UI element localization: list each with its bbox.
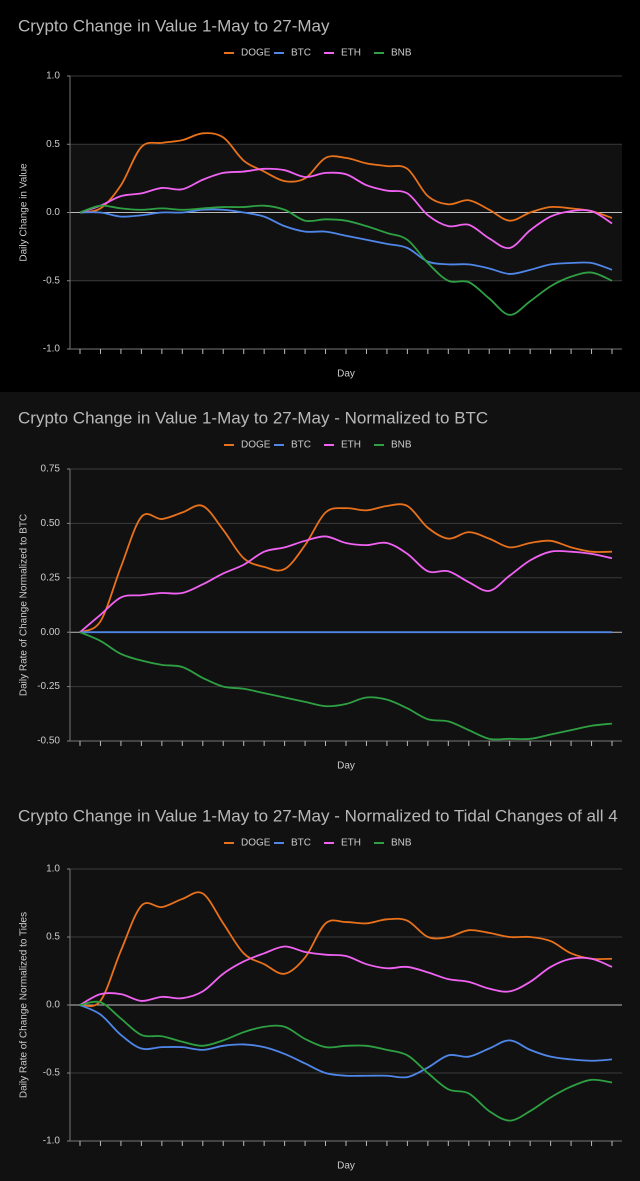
series-line <box>79 204 613 316</box>
y-axis-label: Daily Change in Value <box>19 163 30 262</box>
y-tick-label: 1.0 <box>46 864 60 875</box>
y-tick-label: 0.5 <box>46 932 60 943</box>
legend-label: BTC <box>291 48 311 59</box>
series-line <box>79 208 613 275</box>
legend-label: DOGE <box>241 48 271 59</box>
series-line <box>79 535 613 633</box>
y-axis-label: Daily Rate of Change Normalized to Tides <box>19 912 30 1098</box>
series-line <box>79 945 613 1006</box>
y-axis-label: Daily Rate of Change Normalized to BTC <box>19 514 30 696</box>
y-tick-label: 0.0 <box>46 207 60 218</box>
series-line <box>79 891 613 1008</box>
x-axis-label: Day <box>337 369 355 380</box>
legend-label: BNB <box>391 48 412 59</box>
legend-label: BTC <box>291 440 311 451</box>
legend-label: DOGE <box>241 838 271 849</box>
y-tick-label: 1.0 <box>46 71 60 82</box>
y-tick-label: 0.0 <box>46 1000 60 1011</box>
panel-background <box>0 392 640 790</box>
series-line <box>79 1004 613 1079</box>
panel-background <box>0 790 640 1181</box>
legend-label: ETH <box>341 48 361 59</box>
y-tick-label: 0.25 <box>41 572 61 583</box>
x-axis-label: Day <box>337 1161 355 1172</box>
chart-title: Crypto Change in Value 1-May to 27-May <box>18 16 330 35</box>
y-tick-label: -1.0 <box>43 344 61 355</box>
legend-label: ETH <box>341 838 361 849</box>
y-tick-label: -0.50 <box>37 736 60 747</box>
y-tick-label: 0.5 <box>46 139 60 150</box>
legend-label: DOGE <box>241 440 271 451</box>
y-tick-label: 0.50 <box>41 518 61 529</box>
chart-title: Crypto Change in Value 1-May to 27-May -… <box>18 806 618 825</box>
legend-label: BNB <box>391 838 412 849</box>
y-tick-label: -1.0 <box>43 1136 61 1147</box>
series-line <box>79 631 613 741</box>
series-line <box>79 1000 613 1122</box>
series-line <box>79 132 613 222</box>
y-tick-label: 0.75 <box>41 464 61 475</box>
y-tick-label: -0.25 <box>37 681 60 692</box>
legend-label: BTC <box>291 838 311 849</box>
series-line <box>79 503 613 634</box>
series-line <box>79 167 613 250</box>
y-tick-label: 0.00 <box>41 627 61 638</box>
y-tick-label: -0.5 <box>43 275 61 286</box>
legend-label: BNB <box>391 440 412 451</box>
x-axis-label: Day <box>337 761 355 772</box>
y-tick-label: -0.5 <box>43 1068 61 1079</box>
chart-title: Crypto Change in Value 1-May to 27-May -… <box>18 408 488 427</box>
legend-label: ETH <box>341 440 361 451</box>
